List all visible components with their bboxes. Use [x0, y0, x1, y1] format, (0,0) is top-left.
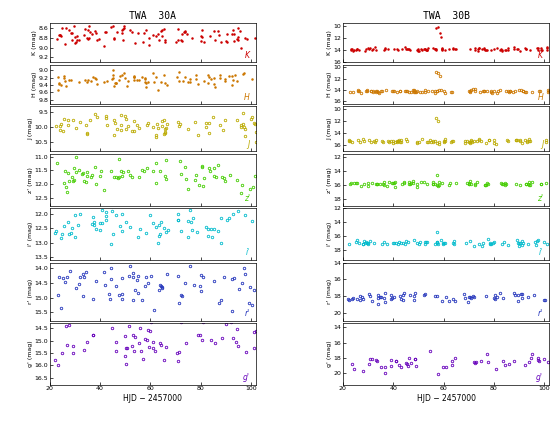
Y-axis label: g' (mag): g' (mag): [327, 341, 332, 368]
Y-axis label: H (mag): H (mag): [327, 71, 332, 97]
Text: i': i': [246, 248, 250, 258]
Text: J: J: [248, 140, 250, 149]
Y-axis label: i' (mag): i' (mag): [327, 222, 332, 246]
Y-axis label: r' (mag): r' (mag): [28, 279, 33, 304]
Text: g': g': [536, 373, 543, 382]
Y-axis label: r' (mag): r' (mag): [327, 279, 332, 304]
Y-axis label: J (mag): J (mag): [28, 117, 33, 140]
Text: J: J: [541, 140, 543, 149]
Y-axis label: i' (mag): i' (mag): [28, 222, 33, 246]
Text: i': i': [539, 248, 543, 258]
Y-axis label: J (mag): J (mag): [327, 117, 332, 140]
Y-axis label: z' (mag): z' (mag): [28, 167, 33, 193]
Text: r': r': [245, 309, 250, 318]
Text: H: H: [244, 93, 250, 102]
Y-axis label: K (mag): K (mag): [32, 30, 37, 55]
Text: H: H: [537, 93, 543, 102]
Title: TWA  30A: TWA 30A: [129, 11, 177, 21]
Y-axis label: g' (mag): g' (mag): [28, 341, 33, 368]
Y-axis label: H (mag): H (mag): [32, 71, 37, 97]
Text: r': r': [538, 309, 543, 318]
Y-axis label: z' (mag): z' (mag): [327, 167, 332, 193]
X-axis label: HJD − 2457000: HJD − 2457000: [124, 394, 182, 403]
Y-axis label: K (mag): K (mag): [327, 30, 332, 55]
Text: z': z': [244, 194, 250, 203]
Text: K: K: [245, 51, 250, 60]
Text: z': z': [537, 194, 543, 203]
Text: K: K: [538, 51, 543, 60]
X-axis label: HJD − 2457000: HJD − 2457000: [417, 394, 475, 403]
Text: g': g': [243, 373, 250, 382]
Title: TWA  30B: TWA 30B: [422, 11, 470, 21]
